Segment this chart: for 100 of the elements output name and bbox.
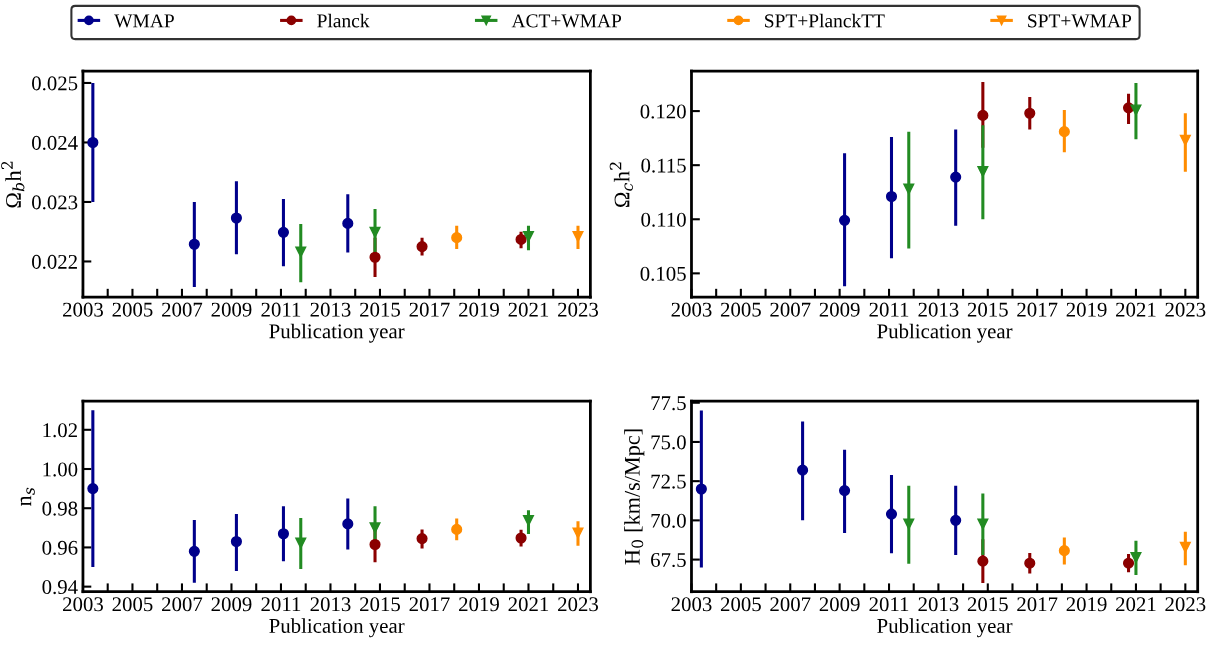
x-tick-label: 2017 (1017, 597, 1058, 612)
point (1058, 126, 1070, 138)
y-tick-label: 0.023 (32, 195, 78, 210)
legend-label: SPT+PlanckTT (765, 13, 885, 28)
point (369, 251, 381, 263)
point (342, 217, 354, 229)
x-tick-label: 2009 (819, 597, 860, 612)
x-tick-label: 2013 (918, 302, 959, 317)
x-tick-label: 2007 (162, 597, 203, 612)
point (839, 214, 851, 226)
point (1122, 557, 1135, 569)
x-tick-label: 2017 (1017, 302, 1058, 317)
x-tick-label: 2023 (1165, 597, 1206, 612)
x-tick-label: 2003 (63, 597, 103, 612)
y-axis-title: Ω$_{c}$h$^{2}$ (609, 162, 633, 207)
point (277, 528, 289, 540)
x-tick-label: 2021 (508, 302, 549, 317)
point (1130, 104, 1142, 116)
point (1179, 541, 1191, 553)
point (188, 238, 200, 250)
y-tick-label: 72.5 (651, 474, 686, 489)
x-tick-label: 2023 (558, 302, 599, 317)
point (342, 518, 354, 530)
y-tick-label: 0.022 (32, 254, 77, 269)
y-tick-label: 1.00 (43, 462, 78, 477)
x-axis-title: Publication year (877, 618, 1013, 638)
point (950, 171, 962, 183)
y-tick-label: 0.110 (641, 212, 686, 227)
x-tick-label: 2009 (819, 302, 860, 317)
point (369, 538, 381, 551)
y-axis-title: H$_{0}$ [km/s/Mpc] (624, 429, 645, 565)
x-tick-label: 2005 (720, 302, 761, 317)
point (977, 518, 989, 530)
y-tick-label: 0.115 (641, 158, 686, 173)
point (977, 109, 989, 121)
y-tick-label: 0.024 (32, 135, 78, 150)
point (416, 533, 428, 545)
x-tick-label: 2009 (211, 302, 252, 317)
point (1024, 557, 1036, 569)
point (1058, 545, 1070, 557)
x-tick-label: 2003 (671, 597, 712, 612)
x-tick-label: 2015 (967, 597, 1008, 612)
x-tick-label: 2005 (112, 597, 153, 612)
legend-label: ACT+WMAP (511, 14, 622, 28)
x-tick-label: 2023 (1165, 302, 1206, 317)
point (950, 514, 962, 526)
point (277, 226, 289, 238)
point (416, 241, 428, 253)
x-tick-label: 2019 (459, 302, 499, 317)
x-tick-label: 2007 (770, 302, 811, 317)
y-tick-label: 0.96 (42, 540, 78, 555)
x-tick-label: 2005 (112, 302, 153, 317)
x-tick-label: 2021 (508, 597, 549, 612)
x-tick-label: 2017 (409, 302, 450, 317)
x-tick-label: 2021 (1116, 302, 1156, 317)
point (230, 535, 242, 548)
x-axis-title: Publication year (877, 323, 1013, 343)
x-axis-title: Publication year (269, 618, 405, 638)
x-tick-label: 2007 (162, 302, 203, 317)
legend-label: WMAP (114, 14, 174, 28)
y-tick-label: 0.025 (32, 76, 78, 91)
x-tick-label: 2005 (720, 597, 761, 612)
x-tick-label: 2011 (869, 302, 909, 317)
point (87, 136, 99, 149)
x-tick-label: 2023 (558, 597, 599, 612)
x-tick-label: 2015 (360, 302, 400, 317)
point (515, 233, 527, 246)
point (451, 523, 463, 535)
y-tick-label: 70.0 (651, 513, 686, 528)
y-tick-label: 75.0 (651, 435, 686, 450)
point (903, 183, 915, 195)
point (369, 226, 381, 238)
point (797, 464, 809, 476)
point (295, 537, 307, 549)
x-tick-label: 2011 (869, 597, 909, 612)
x-tick-label: 2015 (360, 597, 400, 612)
point (230, 212, 242, 224)
y-tick-label: 0.105 (640, 266, 686, 281)
x-tick-label: 2011 (261, 302, 301, 317)
x-axis-title: Publication year (269, 323, 405, 343)
point (572, 527, 584, 539)
point (903, 518, 915, 530)
point (87, 483, 99, 495)
x-tick-label: 2011 (261, 597, 301, 612)
y-tick-label: 77.5 (651, 396, 686, 411)
y-axis-title: Ω$_{b}$h$^{2}$ (1, 161, 25, 208)
point (295, 246, 307, 258)
y-tick-label: 0.94 (42, 580, 78, 595)
x-tick-label: 2013 (310, 597, 351, 612)
point (451, 232, 463, 244)
point (515, 532, 527, 544)
point (977, 555, 989, 567)
legend-label: SPT+WMAP (1028, 14, 1132, 28)
x-tick-label: 2015 (967, 302, 1008, 317)
x-tick-label: 2019 (1066, 597, 1107, 612)
point (1024, 107, 1036, 119)
point (885, 190, 898, 203)
y-tick-label: 0.120 (640, 104, 686, 119)
x-tick-label: 2021 (1116, 597, 1156, 612)
legend-label: Planck (317, 13, 370, 28)
